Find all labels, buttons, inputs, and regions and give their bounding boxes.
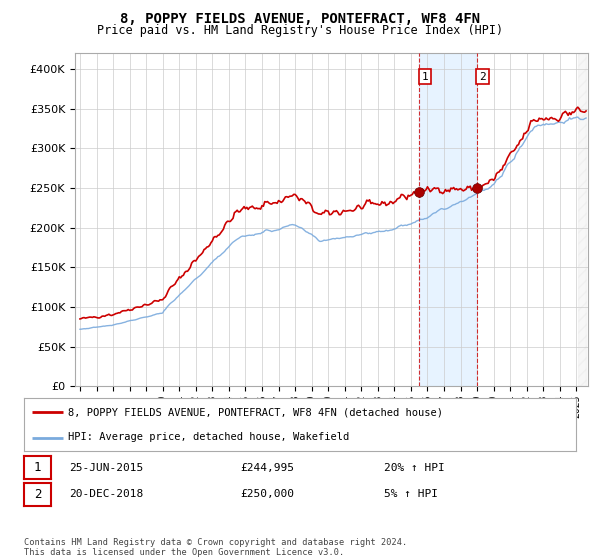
Text: 5% ↑ HPI: 5% ↑ HPI (384, 489, 438, 500)
Text: Contains HM Land Registry data © Crown copyright and database right 2024.
This d: Contains HM Land Registry data © Crown c… (24, 538, 407, 557)
Text: 8, POPPY FIELDS AVENUE, PONTEFRACT, WF8 4FN: 8, POPPY FIELDS AVENUE, PONTEFRACT, WF8 … (120, 12, 480, 26)
Text: 1: 1 (421, 72, 428, 82)
Text: 25-JUN-2015: 25-JUN-2015 (69, 463, 143, 473)
Text: 8, POPPY FIELDS AVENUE, PONTEFRACT, WF8 4FN (detached house): 8, POPPY FIELDS AVENUE, PONTEFRACT, WF8 … (68, 408, 443, 418)
Text: 20-DEC-2018: 20-DEC-2018 (69, 489, 143, 500)
Text: HPI: Average price, detached house, Wakefield: HPI: Average price, detached house, Wake… (68, 432, 349, 442)
Text: £250,000: £250,000 (240, 489, 294, 500)
Text: £244,995: £244,995 (240, 463, 294, 473)
Text: 1: 1 (34, 461, 41, 474)
Text: 2: 2 (479, 72, 486, 82)
Text: 20% ↑ HPI: 20% ↑ HPI (384, 463, 445, 473)
Text: Price paid vs. HM Land Registry's House Price Index (HPI): Price paid vs. HM Land Registry's House … (97, 24, 503, 36)
Text: 2: 2 (34, 488, 41, 501)
